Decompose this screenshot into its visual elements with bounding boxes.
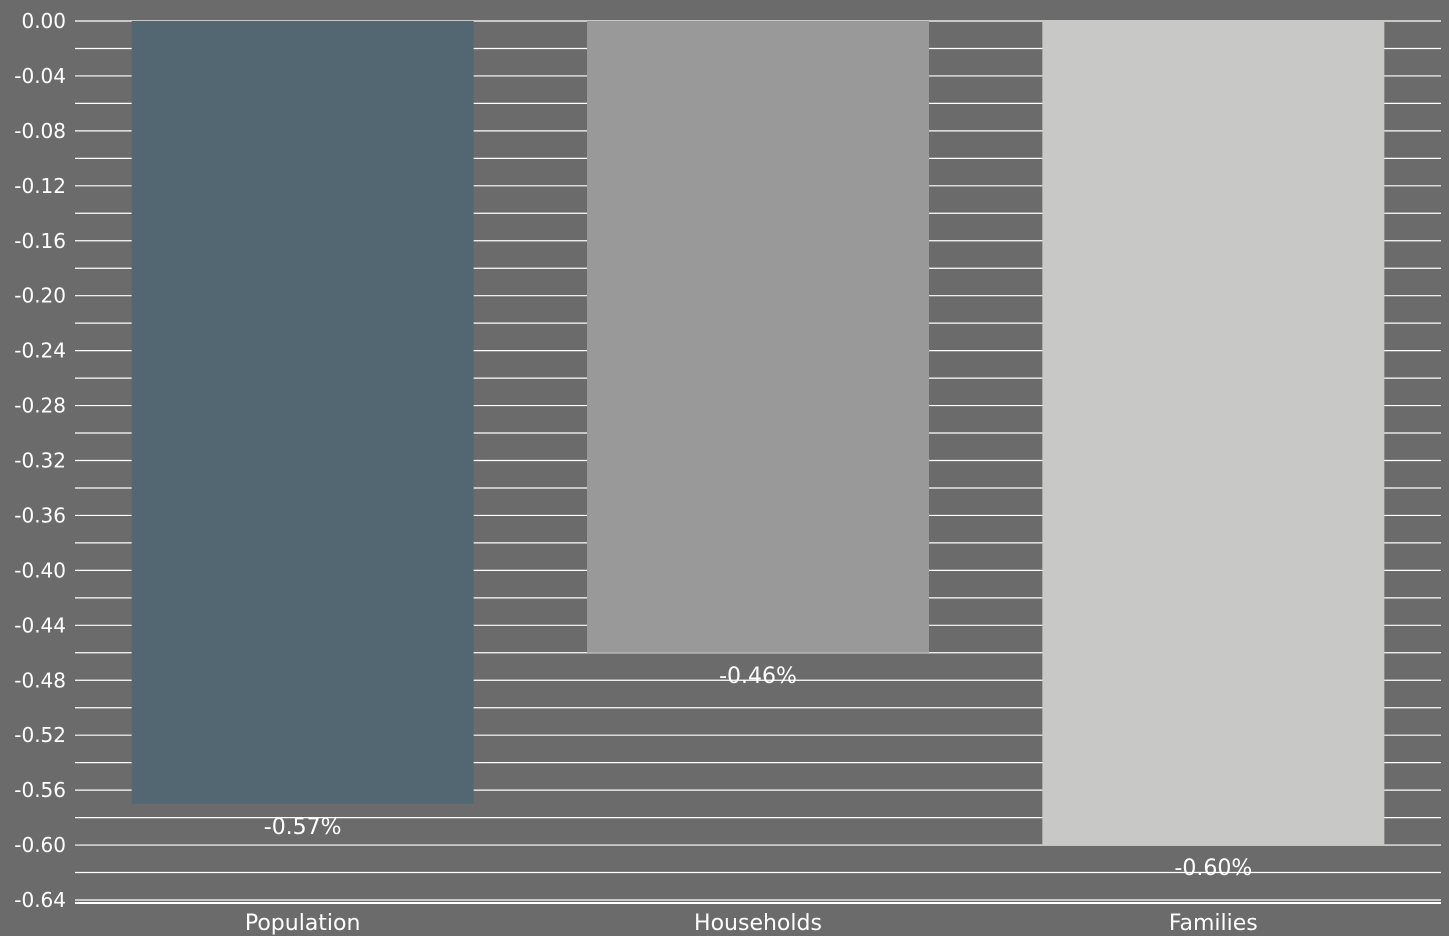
data-label-households: -0.46% [719, 664, 797, 689]
data-labels: -0.57% -0.46% -0.60% [264, 664, 1252, 881]
bars [131, 21, 1385, 846]
y-tick-label: -0.20 [14, 284, 66, 308]
x-tick-label-population: Population [245, 911, 361, 936]
y-tick-label: -0.64 [14, 888, 66, 912]
y-tick-label: -0.16 [14, 229, 66, 253]
bar-families [1042, 21, 1385, 846]
y-tick-label: -0.48 [14, 668, 66, 692]
y-tick-label: -0.44 [14, 613, 66, 637]
y-tick-label: -0.28 [14, 394, 66, 418]
y-tick-label: -0.40 [14, 558, 66, 582]
y-tick-label: -0.04 [14, 64, 66, 88]
x-axis-category-labels: Population Households Families [245, 911, 1258, 936]
x-tick-label-families: Families [1169, 911, 1258, 936]
y-tick-label: -0.56 [14, 778, 66, 802]
y-tick-label: -0.32 [14, 449, 66, 473]
y-tick-label: -0.24 [14, 339, 66, 363]
y-tick-label: -0.60 [14, 833, 66, 857]
data-label-population: -0.57% [264, 815, 342, 840]
y-tick-label: -0.36 [14, 503, 66, 527]
y-tick-label: 0.00 [21, 9, 66, 33]
y-tick-label: -0.12 [14, 174, 66, 198]
data-label-families: -0.60% [1174, 856, 1252, 881]
x-tick-label-households: Households [694, 911, 822, 936]
y-tick-label: -0.52 [14, 723, 66, 747]
y-tick-label: -0.08 [14, 119, 66, 143]
y-axis-tick-labels: 0.00 -0.04 -0.08 -0.12 -0.16 -0.20 -0.24 -0.28 -… [14, 9, 66, 912]
bar-households [587, 21, 929, 653]
bar-population [131, 21, 474, 804]
